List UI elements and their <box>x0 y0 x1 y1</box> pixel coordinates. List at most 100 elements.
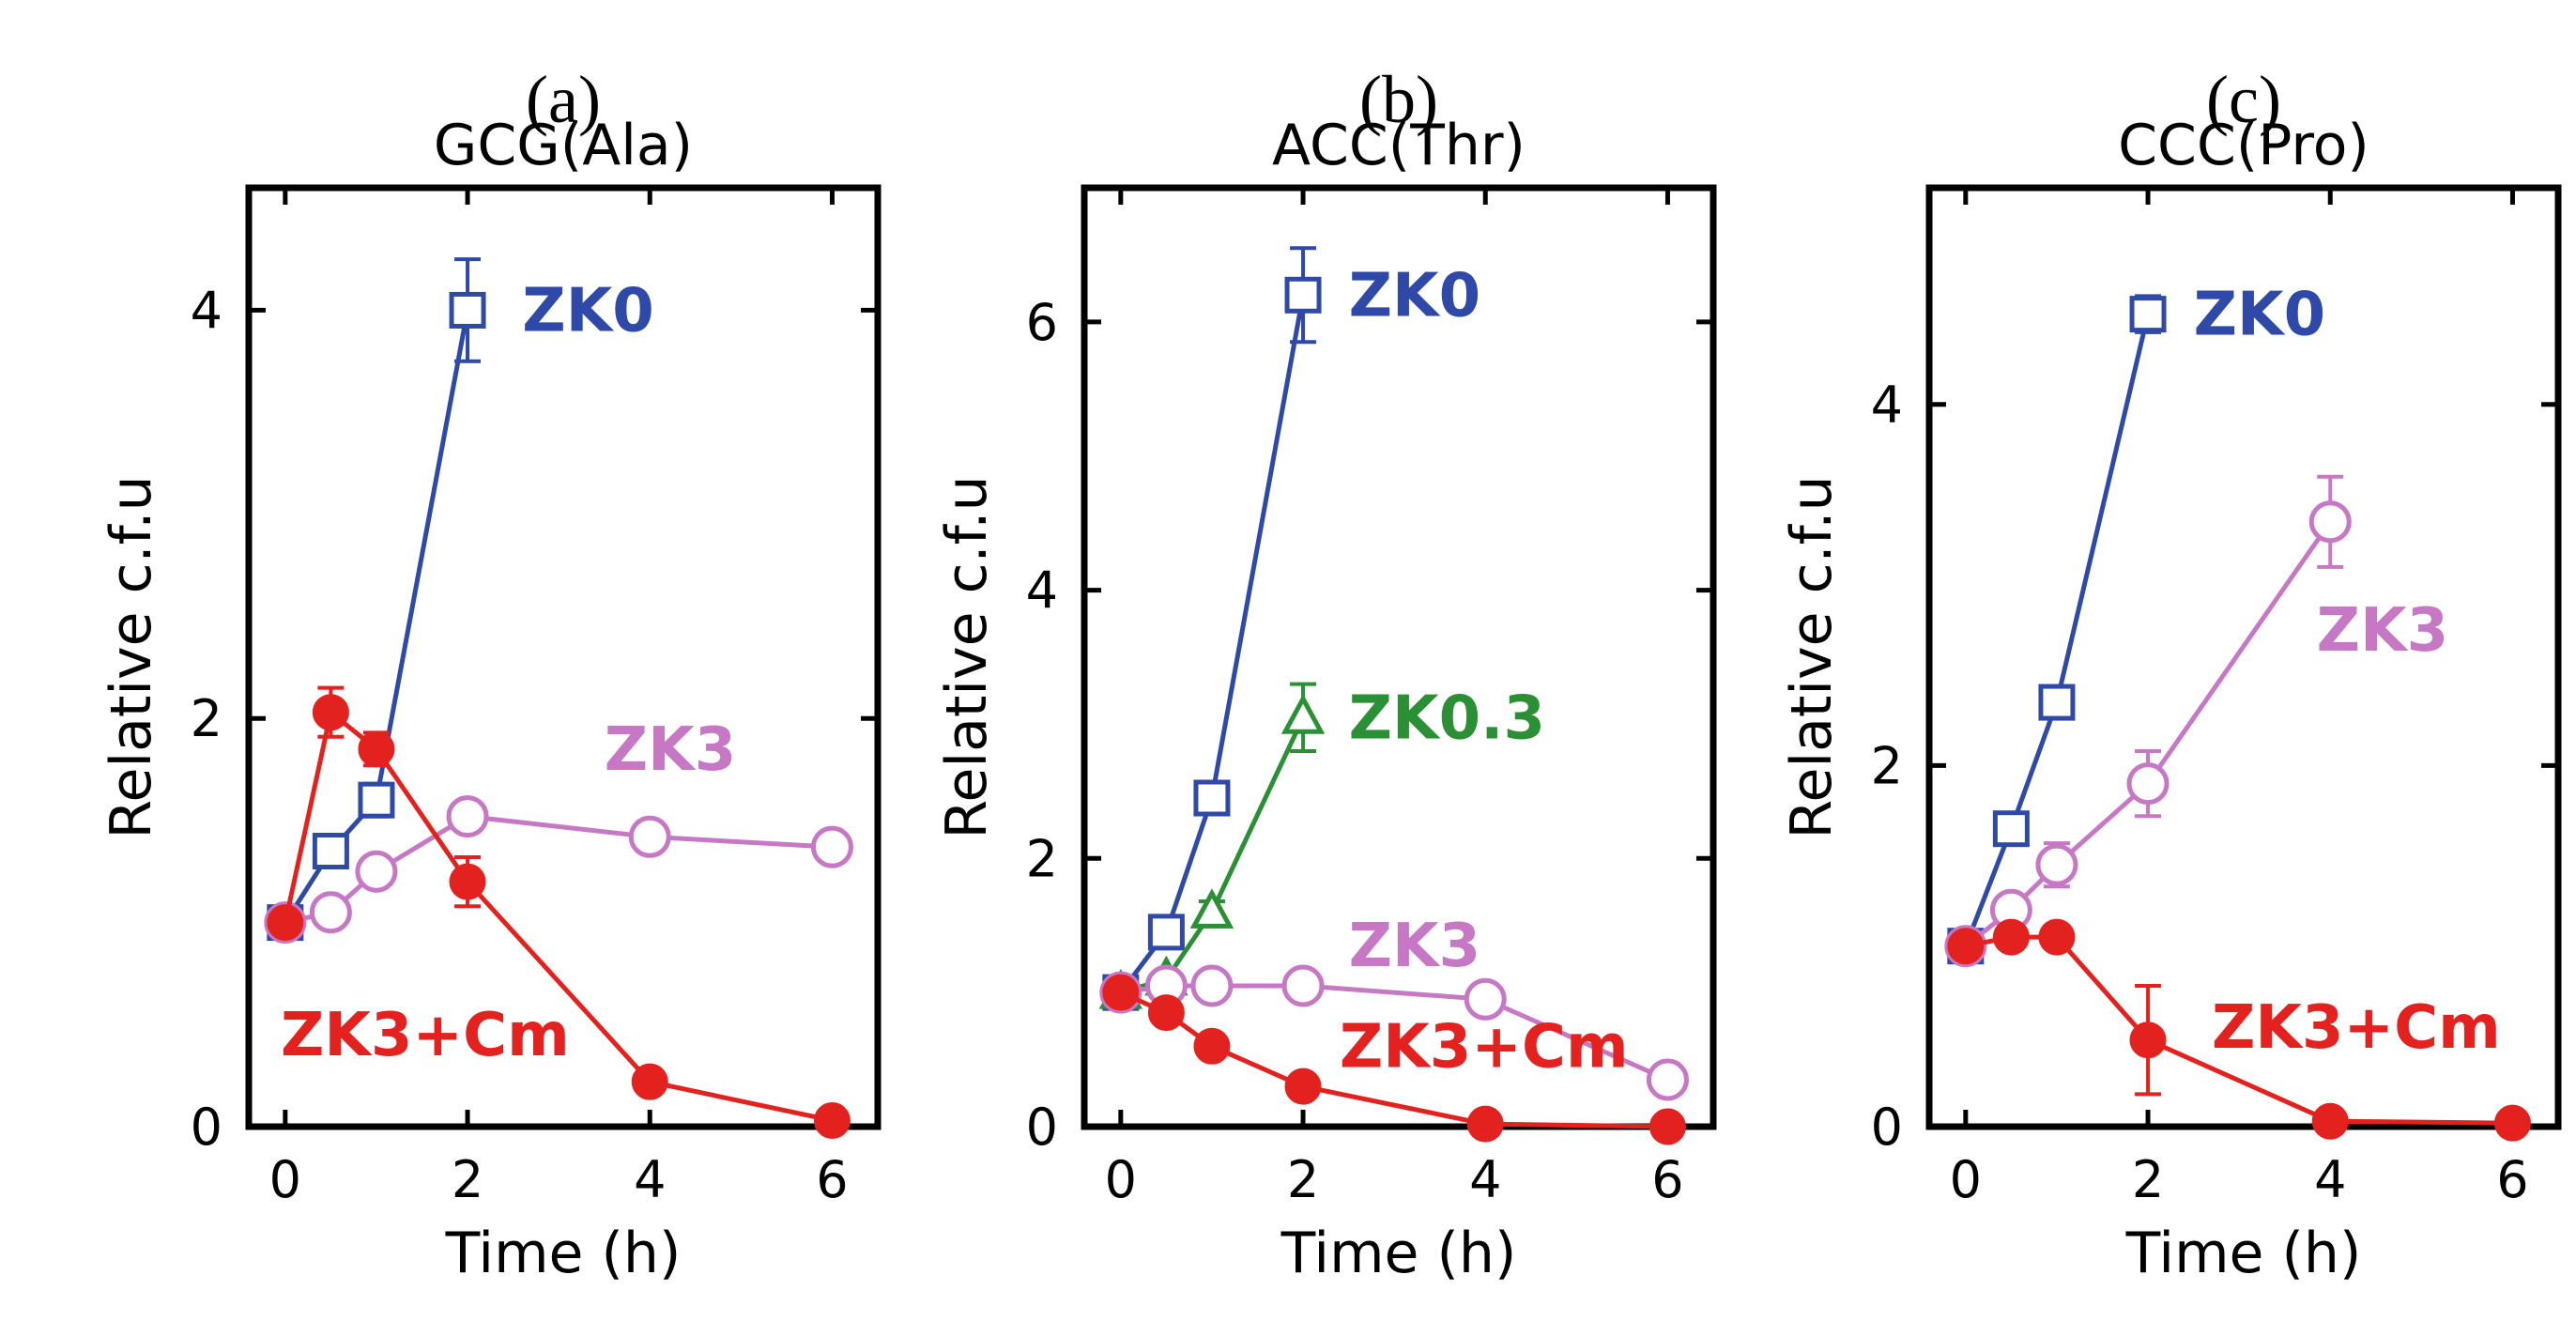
x-tick-label: 4 <box>2314 1150 2346 1209</box>
series-label: ZK0 <box>522 276 654 346</box>
y-tick-label: 0 <box>1026 1098 1058 1157</box>
data-point <box>2035 843 2078 886</box>
series-line <box>283 309 470 924</box>
series-ZK3: ZK3 <box>1944 474 2449 968</box>
data-point <box>2129 296 2167 333</box>
data-point <box>1284 1068 1322 1105</box>
x-axis-label: Time (h) <box>445 1221 682 1286</box>
data-point <box>1464 977 1507 1021</box>
data-point <box>2129 1021 2167 1059</box>
data-point <box>358 781 395 819</box>
y-tick-label: 2 <box>1026 829 1058 888</box>
x-tick-label: 0 <box>1950 1150 1982 1209</box>
panel-title: CCC(Pro) <box>2118 113 2369 178</box>
data-point <box>449 291 486 329</box>
y-axis-label: Relative c.f.u <box>1779 476 1845 839</box>
series-line <box>1120 716 1306 995</box>
panel-b: (b)ACC(Thr) 0 2 4 6 0 2 4 6 Time (h) Relative c.f.… <box>934 62 1717 1286</box>
data-point <box>1193 1027 1231 1065</box>
x-axis-label: Time (h) <box>1280 1221 1517 1286</box>
data-point <box>358 730 395 768</box>
data-point <box>1992 810 2030 848</box>
data-point <box>810 825 853 868</box>
x-tick-label: 0 <box>269 1150 301 1209</box>
data-point <box>1147 914 1185 951</box>
data-point <box>2038 918 2076 956</box>
plot-frame <box>1081 184 1717 1130</box>
series-line <box>1964 520 2333 948</box>
series-ZK3+Cm: ZK3+Cm <box>1947 918 2531 1142</box>
series-ZK3: ZK3 <box>264 715 853 945</box>
data-point <box>1646 1058 1689 1101</box>
series-label: ZK3+Cm <box>281 1001 570 1070</box>
series-label: ZK0.3 <box>1349 684 1545 753</box>
data-point <box>2308 500 2352 544</box>
data-point <box>449 863 486 900</box>
y-tick-label: 4 <box>1026 561 1058 621</box>
x-tick-label: 6 <box>1651 1150 1683 1209</box>
y-tick-label: 4 <box>191 281 222 340</box>
data-point <box>312 694 349 731</box>
data-point <box>2493 1104 2531 1142</box>
series-label: ZK3+Cm <box>2212 993 2501 1063</box>
data-point <box>267 904 304 942</box>
panel-c: (c)CCC(Pro) 0 2 4 6 0 2 4 Time (h) Relative c.f.u… <box>1779 62 2562 1286</box>
x-tick-label: 2 <box>2132 1150 2164 1209</box>
x-tick-label: 2 <box>1287 1150 1319 1209</box>
data-point <box>446 795 489 838</box>
panel-title: ACC(Thr) <box>1272 113 1526 178</box>
panel-a: (a)GCG(Ala) 0 2 4 6 0 2 4 Time (h) Relative c.f.u… <box>99 62 882 1286</box>
y-tick-label: 4 <box>1871 376 1903 435</box>
series-label: ZK3+Cm <box>1340 1012 1629 1082</box>
data-point <box>1284 276 1322 314</box>
data-point <box>312 833 349 870</box>
series-line <box>283 708 833 1123</box>
series-label: ZK0 <box>2194 281 2326 350</box>
x-tick-label: 4 <box>1469 1150 1501 1209</box>
data-point <box>2038 684 2076 721</box>
plot-frame <box>1925 184 2562 1130</box>
y-tick-label: 6 <box>1026 293 1058 352</box>
x-tick-label: 6 <box>816 1150 848 1209</box>
data-point <box>1648 1108 1686 1145</box>
series-ZK3+Cm: ZK3+Cm <box>1102 974 1686 1145</box>
data-point <box>628 815 671 858</box>
data-point <box>355 850 398 893</box>
series-label: ZK3 <box>1349 912 1481 981</box>
data-point <box>1281 964 1325 1007</box>
x-tick-label: 0 <box>1105 1150 1137 1209</box>
series-ZK0: ZK0 <box>1102 246 1480 1011</box>
y-axis-label: Relative c.f.u <box>99 476 164 839</box>
y-tick-label: 0 <box>1871 1098 1903 1157</box>
data-point <box>2311 1102 2349 1140</box>
data-point <box>1190 964 1234 1007</box>
x-tick-label: 6 <box>2496 1150 2528 1209</box>
plot-frame <box>245 184 882 1130</box>
panel-label: (b) <box>1359 62 1438 137</box>
data-point <box>1280 694 1326 734</box>
panel-label: (c) <box>2206 62 2281 137</box>
x-tick-label: 2 <box>452 1150 483 1209</box>
series-label: ZK3 <box>605 715 737 785</box>
series-ZK3+Cm: ZK3+Cm <box>267 685 851 1139</box>
series-line <box>1118 294 1306 994</box>
data-point <box>1947 928 1985 965</box>
series-label: ZK3 <box>2317 596 2449 666</box>
data-point <box>2126 762 2170 806</box>
data-point <box>1102 974 1140 1011</box>
y-tick-label: 2 <box>1871 736 1903 795</box>
panel-label: (a) <box>526 62 601 137</box>
y-tick-label: 0 <box>191 1098 222 1157</box>
data-point <box>1189 888 1234 929</box>
data-point <box>813 1101 851 1139</box>
x-axis-label: Time (h) <box>2125 1221 2362 1286</box>
series-ZK0: ZK0 <box>1947 281 2326 965</box>
data-point <box>631 1063 668 1100</box>
panel-title: GCG(Ala) <box>434 113 693 178</box>
data-point <box>1147 994 1185 1032</box>
series-line <box>1963 314 2151 947</box>
y-axis-label: Relative c.f.u <box>934 476 1000 839</box>
data-point <box>1992 918 2030 956</box>
x-tick-label: 4 <box>634 1150 666 1209</box>
